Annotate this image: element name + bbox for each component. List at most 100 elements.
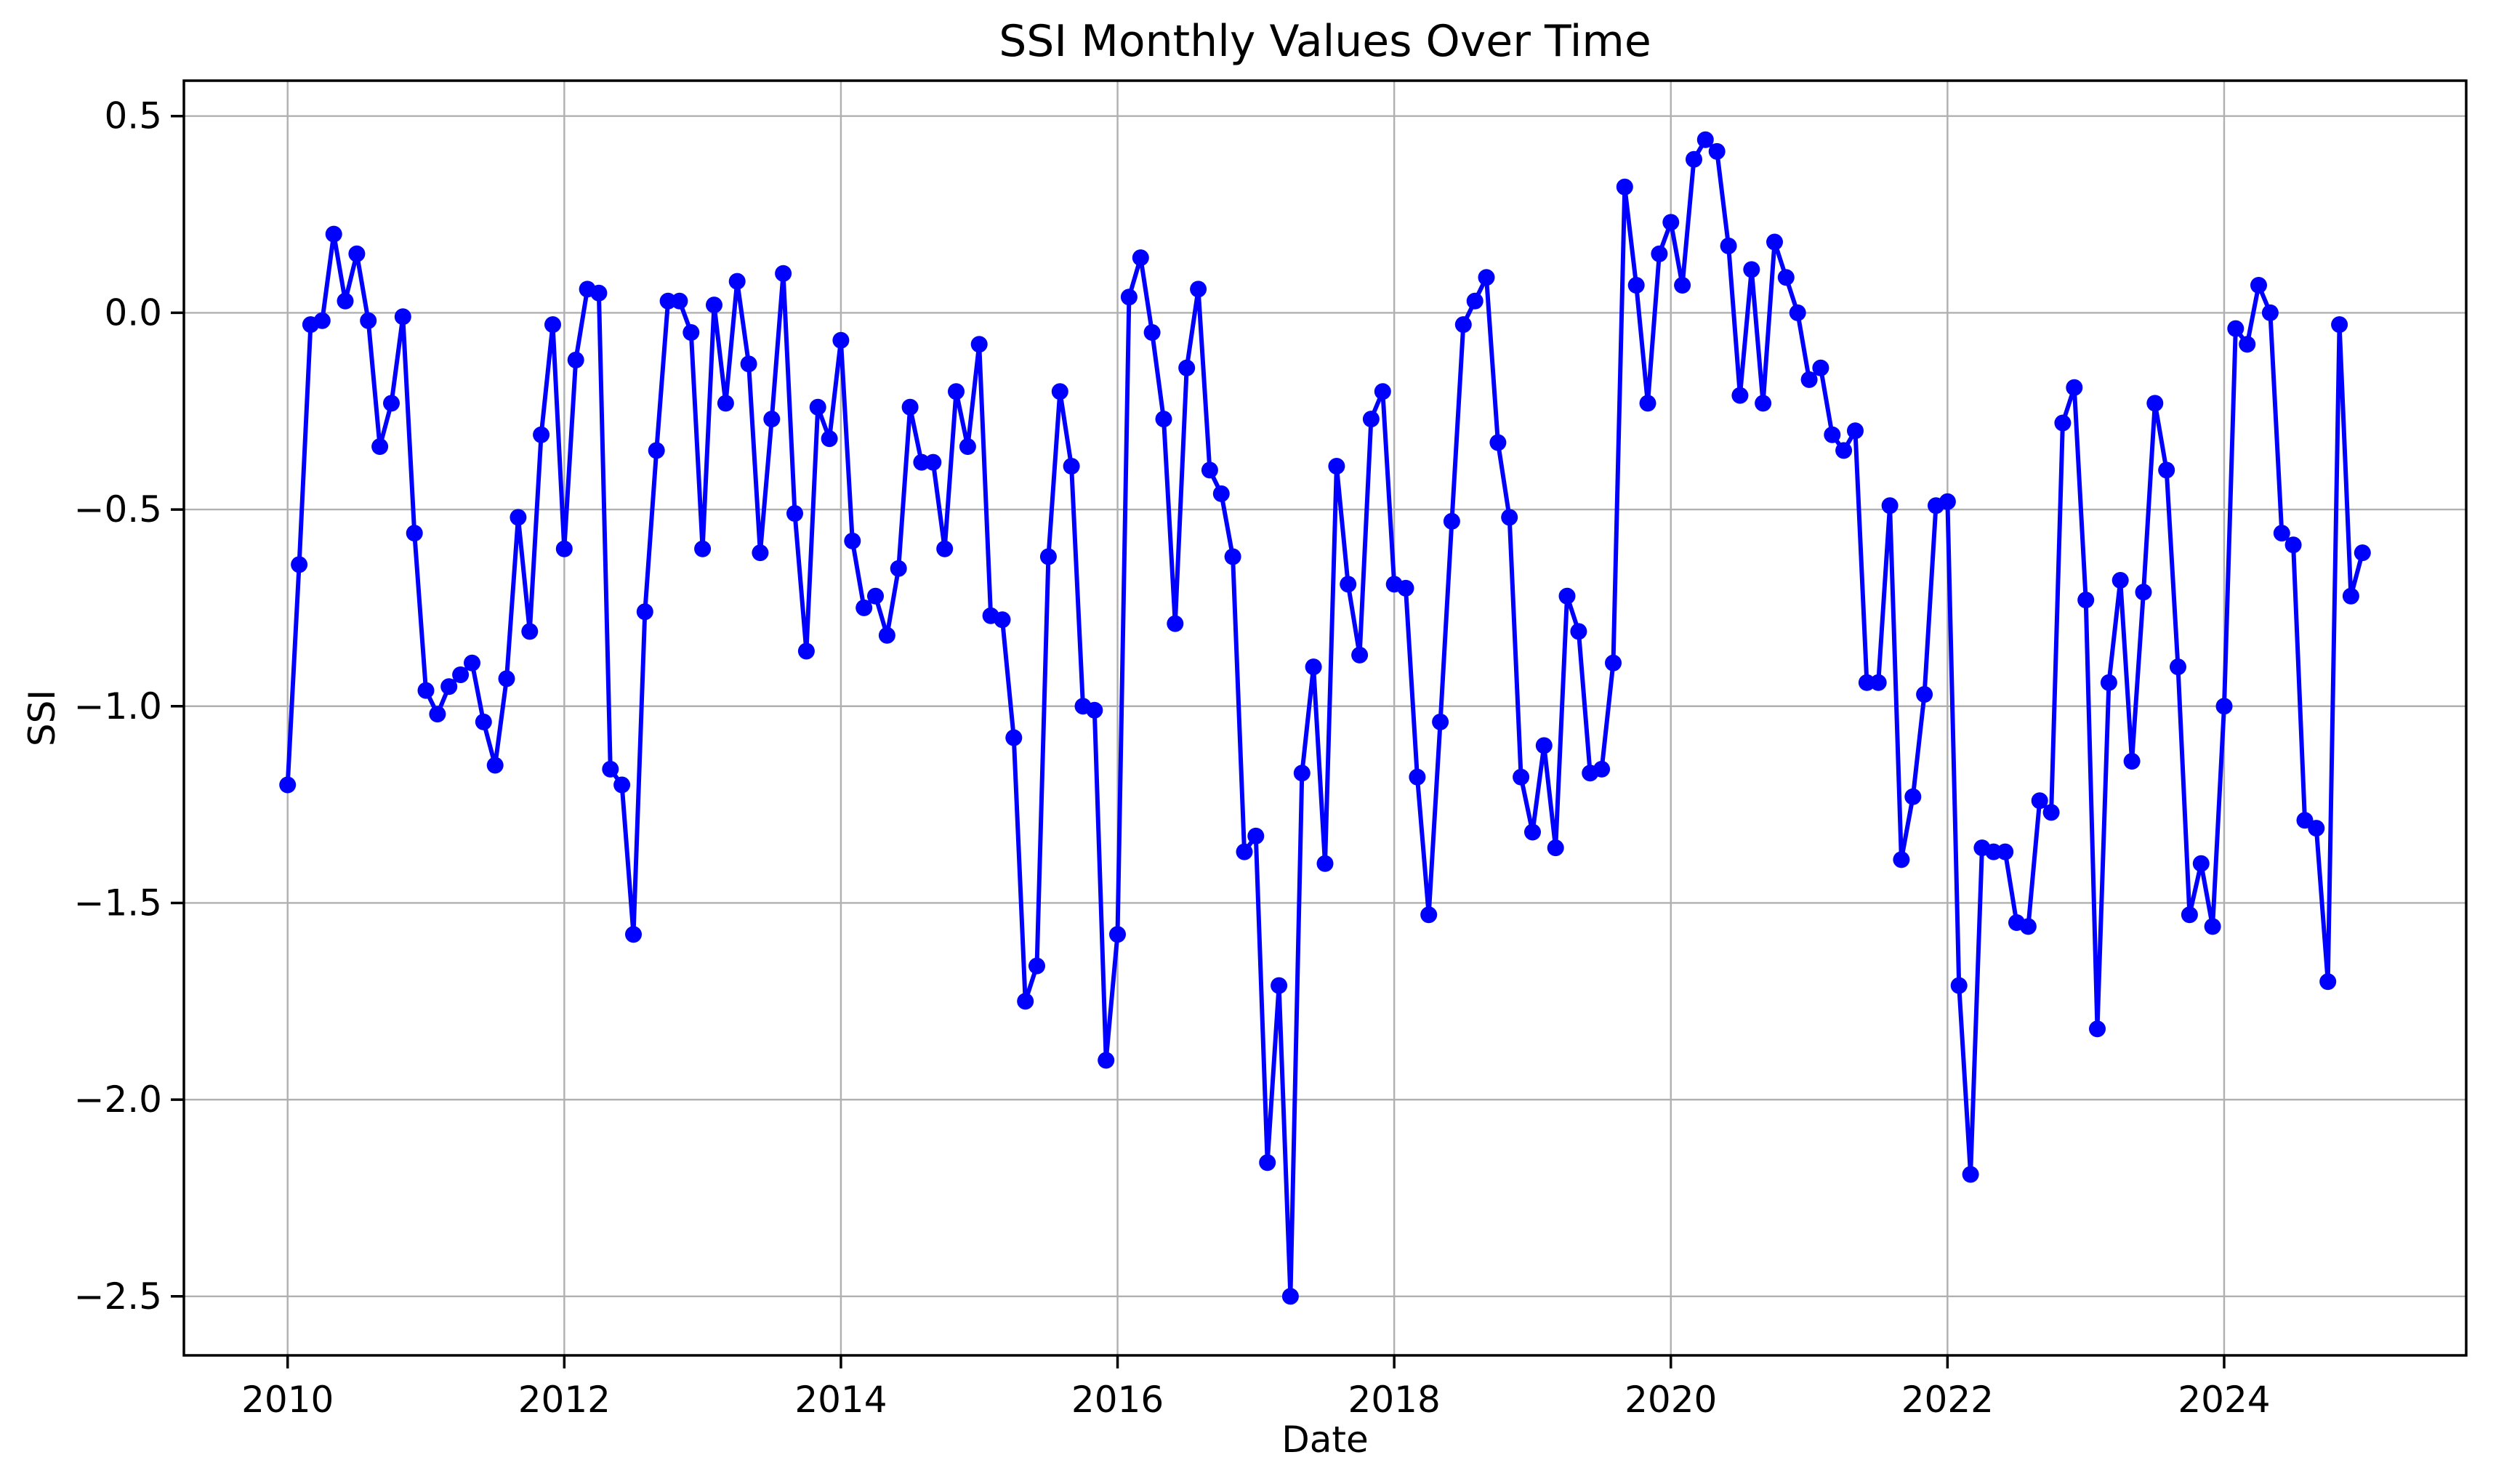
- y-tick-label: 0.5: [104, 95, 162, 137]
- data-point: [2054, 414, 2072, 432]
- data-point: [1605, 654, 1622, 672]
- data-point: [1731, 387, 1749, 404]
- data-point: [1662, 214, 1680, 231]
- data-point: [2215, 698, 2233, 715]
- data-point: [1997, 843, 2014, 860]
- data-point: [383, 395, 400, 412]
- data-point: [1535, 737, 1553, 754]
- data-point: [706, 297, 722, 314]
- data-point: [1281, 1288, 1299, 1305]
- data-point: [1028, 957, 1045, 975]
- data-point: [890, 560, 907, 577]
- data-point: [2227, 320, 2245, 337]
- data-point: [717, 395, 734, 412]
- data-point: [1236, 843, 1253, 860]
- data-point: [1570, 623, 1587, 640]
- data-point: [1824, 426, 1841, 443]
- data-point: [728, 273, 746, 290]
- data-point: [1858, 674, 1875, 691]
- tick-marks: [171, 114, 2226, 1368]
- data-point: [1639, 395, 1656, 412]
- data-point: [2284, 536, 2302, 554]
- data-point: [313, 312, 331, 329]
- data-point: [1547, 839, 1564, 857]
- x-axis-label: Date: [1281, 1419, 1369, 1461]
- data-point: [2239, 336, 2256, 353]
- data-point: [671, 292, 688, 310]
- data-point: [348, 245, 366, 262]
- data-point: [1039, 548, 1057, 565]
- data-point: [1466, 292, 1483, 310]
- data-point: [1259, 1154, 1276, 1172]
- data-point: [1051, 383, 1068, 400]
- data-point: [1501, 509, 1518, 526]
- data-point: [1686, 150, 1702, 168]
- data-point: [452, 666, 470, 683]
- data-point: [786, 505, 803, 522]
- data-point: [429, 706, 446, 723]
- x-tick-label: 2022: [1901, 1379, 1994, 1421]
- data-point: [544, 316, 561, 334]
- data-point: [1155, 411, 1172, 428]
- data-point: [2181, 906, 2198, 924]
- chart-title: SSI Monthly Values Over Time: [999, 16, 1651, 67]
- data-point: [1651, 245, 1668, 262]
- data-point: [464, 654, 480, 672]
- data-point: [936, 540, 954, 557]
- data-point: [1201, 461, 1218, 479]
- data-point: [2158, 461, 2175, 479]
- data-point: [1985, 843, 2002, 860]
- data-point: [1167, 615, 1184, 632]
- data-point: [2250, 277, 2267, 294]
- data-point: [1939, 493, 1956, 510]
- data-point: [510, 509, 527, 526]
- data-point: [2019, 918, 2037, 935]
- x-tick-label: 2024: [2178, 1379, 2270, 1421]
- data-point: [498, 670, 515, 687]
- y-tick-label: 0.0: [104, 291, 162, 334]
- data-point: [970, 336, 988, 353]
- data-point: [844, 532, 861, 549]
- data-point: [567, 351, 584, 368]
- data-point: [1593, 760, 1611, 778]
- data-point: [1627, 277, 1645, 294]
- axes: [182, 79, 2468, 1357]
- data-point: [2192, 855, 2210, 872]
- data-point: [1224, 548, 1241, 565]
- data-point: [2204, 918, 2221, 935]
- data-point: [1271, 977, 1288, 994]
- data-point: [925, 453, 942, 471]
- x-tick-label: 2020: [1625, 1379, 1717, 1421]
- data-point: [2089, 1020, 2106, 1038]
- data-point: [325, 225, 342, 243]
- data-point: [2031, 792, 2048, 810]
- data-point: [2273, 525, 2290, 542]
- data-point: [1696, 131, 1714, 148]
- data-point: [878, 626, 895, 644]
- data-point: [417, 682, 435, 699]
- data-point: [406, 525, 423, 542]
- data-point: [1316, 855, 1334, 872]
- data-point: [371, 438, 389, 455]
- y-axis-label: SSI: [21, 689, 63, 747]
- data-point: [1708, 142, 1726, 160]
- data-point: [613, 776, 631, 794]
- data-point: [1489, 434, 1507, 451]
- data-point: [1328, 458, 1345, 475]
- data-point: [1086, 701, 1103, 719]
- data-point: [1190, 281, 1207, 298]
- data-point: [948, 383, 965, 400]
- data-point: [2100, 674, 2117, 691]
- data-point: [1005, 729, 1023, 746]
- data-point: [2123, 753, 2141, 770]
- data-point: [279, 776, 297, 794]
- data-point: [2261, 304, 2279, 321]
- data-point: [913, 453, 930, 471]
- data-point: [521, 623, 539, 640]
- data-point: [602, 760, 619, 778]
- data-point: [360, 312, 377, 329]
- data-point: [1950, 977, 1968, 994]
- data-point: [648, 442, 665, 459]
- data-point: [1893, 851, 1910, 868]
